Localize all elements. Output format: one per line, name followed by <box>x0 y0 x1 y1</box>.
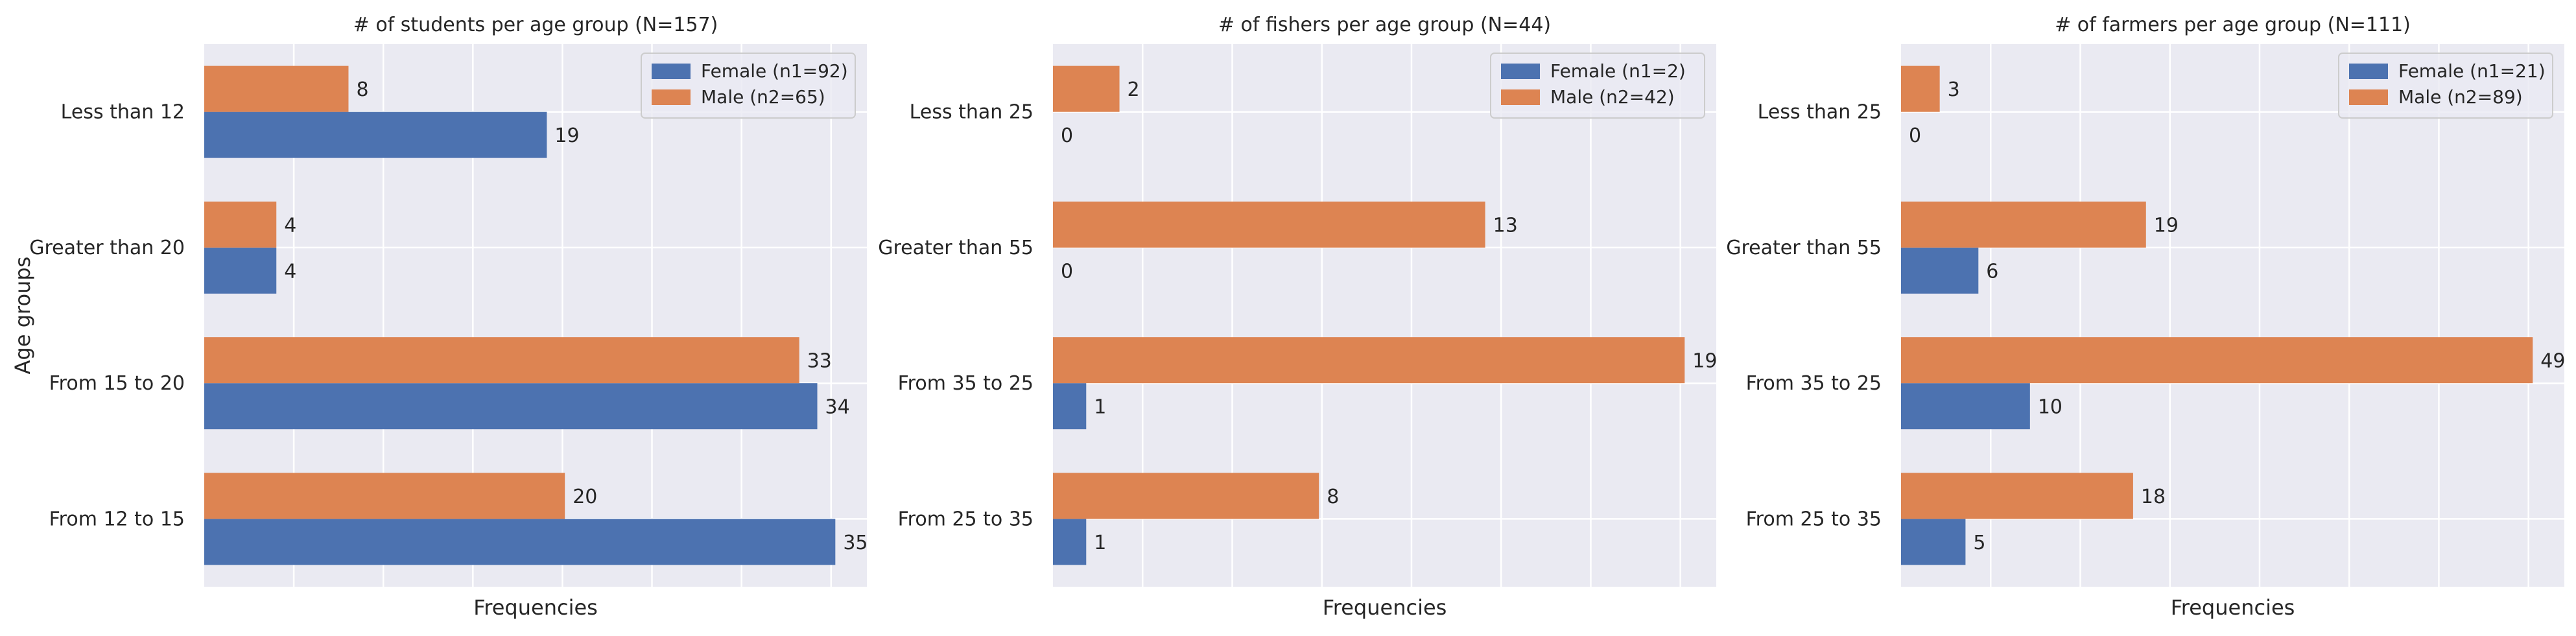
legend-swatch-female <box>2349 64 2388 79</box>
bar-male <box>1053 473 1319 519</box>
data-label: 49 <box>2540 350 2565 373</box>
y-tick-label: From 35 to 25 <box>1746 372 1882 395</box>
data-label: 2 <box>1128 78 1140 101</box>
legend-swatch-male <box>2349 89 2388 105</box>
legend-label: Male (n2=89) <box>2398 86 2523 108</box>
bar-female <box>204 519 836 565</box>
data-label: 0 <box>1909 124 1921 147</box>
bar-female <box>204 247 277 294</box>
data-label: 33 <box>807 350 832 373</box>
data-label: 10 <box>2038 396 2062 419</box>
y-tick-label: Less than 25 <box>910 101 1034 124</box>
y-tick-label: From 25 to 35 <box>1746 508 1882 530</box>
data-label: 19 <box>2154 214 2179 237</box>
data-label: 13 <box>1493 214 1518 237</box>
data-label: 20 <box>573 486 597 508</box>
x-axis-label: Frequencies <box>1323 595 1447 620</box>
legend-swatch-female <box>1501 64 1540 79</box>
data-label: 3 <box>1948 78 1960 101</box>
bar-female <box>1053 519 1087 565</box>
legend-label: Female (n1=92) <box>701 60 848 82</box>
data-label: 0 <box>1061 260 1073 283</box>
data-label: 4 <box>284 214 296 237</box>
y-tick-label: From 25 to 35 <box>898 508 1034 530</box>
legend-swatch-male <box>652 89 691 105</box>
y-tick-label: From 15 to 20 <box>49 372 185 395</box>
x-axis-label: Frequencies <box>473 595 598 620</box>
data-label: 4 <box>284 260 296 283</box>
legend-label: Female (n1=2) <box>1550 60 1686 82</box>
data-label: 34 <box>825 396 850 419</box>
y-tick-label: Less than 12 <box>61 101 185 124</box>
legend-label: Male (n2=65) <box>701 86 825 108</box>
data-label: 8 <box>1327 486 1339 508</box>
bar-female <box>1901 383 2030 430</box>
bar-male <box>1901 201 2146 248</box>
legend-swatch-male <box>1501 89 1540 105</box>
bar-male <box>1901 337 2533 384</box>
bar-male <box>204 65 349 112</box>
chart-title: # of farmers per age group (N=111) <box>2055 14 2411 36</box>
bar-male <box>204 337 799 384</box>
y-tick-label: Greater than 20 <box>29 237 185 259</box>
legend-box <box>1490 53 1705 119</box>
data-label: 1 <box>1094 396 1106 419</box>
bar-female <box>204 383 818 430</box>
data-label: 8 <box>356 78 368 101</box>
bar-male <box>204 473 565 519</box>
bar-male <box>1901 473 2133 519</box>
y-tick-label: Greater than 55 <box>1726 237 1882 259</box>
data-label: 6 <box>1986 260 1998 283</box>
bar-female <box>1901 247 1979 294</box>
bar-male <box>1053 65 1120 112</box>
y-tick-label: From 35 to 25 <box>898 372 1034 395</box>
bar-male <box>1053 337 1685 384</box>
legend-label: Male (n2=42) <box>1550 86 1675 108</box>
chart-title: # of fishers per age group (N=44) <box>1218 14 1551 36</box>
data-label: 5 <box>1973 532 1985 554</box>
data-label: 18 <box>2141 486 2166 508</box>
data-label: 1 <box>1094 532 1106 554</box>
data-label: 19 <box>554 124 579 147</box>
y-tick-label: Greater than 55 <box>878 237 1034 259</box>
data-label: 35 <box>843 532 868 554</box>
legend-box <box>2338 53 2553 119</box>
legend-swatch-female <box>652 64 691 79</box>
bar-female <box>1901 519 1966 565</box>
y-tick-label: From 12 to 15 <box>49 508 185 530</box>
y-tick-label: Less than 25 <box>1758 101 1882 124</box>
x-axis-label: Frequencies <box>2171 595 2295 620</box>
bar-female <box>1053 383 1087 430</box>
legend-box <box>641 53 856 119</box>
chart-title: # of students per age group (N=157) <box>353 14 718 36</box>
bar-male <box>204 201 277 248</box>
bar-female <box>204 112 547 158</box>
legend-label: Female (n1=21) <box>2398 60 2546 82</box>
data-label: 0 <box>1061 124 1073 147</box>
y-axis-label: Age groups <box>10 257 35 375</box>
data-label: 19 <box>1692 350 1717 373</box>
bar-male <box>1901 65 1940 112</box>
bar-male <box>1053 201 1485 248</box>
